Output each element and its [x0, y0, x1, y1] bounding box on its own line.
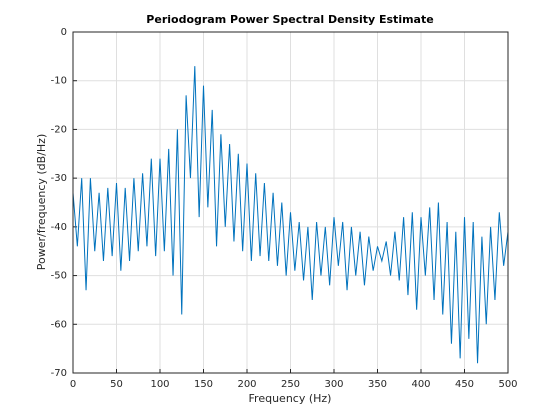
x-tick-label: 450 — [455, 379, 474, 390]
x-tick-label: 100 — [150, 379, 169, 390]
y-tick-label: -50 — [51, 271, 67, 282]
x-tick-label: 200 — [237, 379, 256, 390]
x-tick-label: 50 — [110, 379, 123, 390]
series-line — [72, 66, 509, 364]
y-tick-label: 0 — [61, 27, 67, 38]
x-tick-label: 250 — [281, 379, 300, 390]
y-tick-label: -20 — [51, 124, 67, 135]
x-tick-label: 400 — [411, 379, 430, 390]
x-tick-label: 500 — [498, 379, 517, 390]
y-axis-label: Power/frequency (dB/Hz) — [35, 134, 48, 271]
x-tick-label: 350 — [368, 379, 387, 390]
x-tick-label: 0 — [70, 379, 76, 390]
x-tick-label: 150 — [194, 379, 213, 390]
y-tick-label: -70 — [51, 368, 67, 379]
plot-frame — [72, 31, 509, 374]
y-tick-label: -60 — [51, 319, 67, 330]
y-tick-label: -10 — [51, 76, 67, 87]
x-tick-label: 300 — [324, 379, 343, 390]
y-tick-label: -30 — [51, 173, 67, 184]
x-axis-label: Frequency (Hz) — [249, 392, 332, 405]
y-tick-label: -40 — [51, 222, 67, 233]
chart-title: Periodogram Power Spectral Density Estim… — [146, 13, 433, 26]
